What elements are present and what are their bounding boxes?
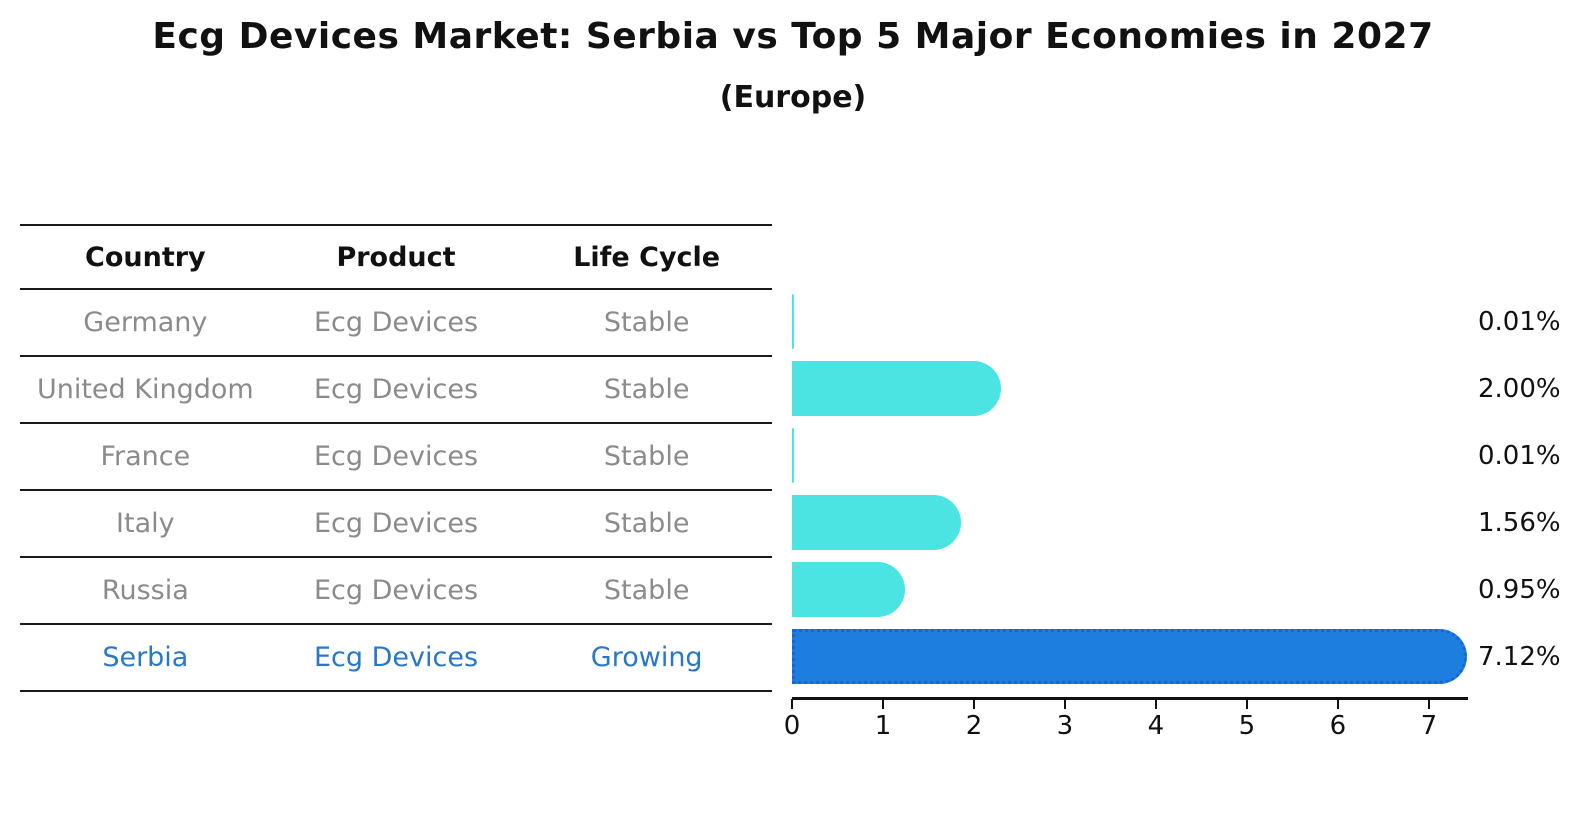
table-row: Germany Ecg Devices Stable [20,290,772,357]
x-axis: 0 1 2 3 4 5 6 7 [784,697,1470,742]
table-row: United Kingdom Ecg Devices Stable [20,357,772,424]
x-axis-tick-label: 7 [1420,711,1438,741]
value-label: 7.12% [1478,641,1561,672]
table-cell-country: Germany [83,307,208,338]
column-header-country: Country [85,241,206,273]
comparison-table: Country Product Life Cycle Germany Ecg De… [20,224,772,692]
bar-row: 0.01% [792,422,1586,489]
table-cell-product: Ecg Devices [313,575,479,606]
table-cell-life-cycle: Stable [603,374,690,405]
value-label: 0.01% [1478,306,1561,337]
table-cell-country: United Kingdom [36,374,254,405]
table-cell-life-cycle: Stable [603,508,690,539]
bar-france [792,428,794,483]
x-axis-tick-label: 1 [874,711,892,741]
bar-united-kingdom [792,361,1001,416]
table-row: Russia Ecg Devices Stable [20,558,772,625]
bar-row: 0.95% [792,556,1586,623]
x-axis-line [792,697,1468,700]
x-axis-tick-mark [1245,699,1248,709]
chart-subtitle: (Europe) [719,80,867,115]
column-header-lifecycle: Life Cycle [573,241,721,273]
table-cell-life-cycle: Growing [590,642,703,673]
table-cell-product: Ecg Devices [313,307,479,338]
bar-serbia [792,629,1467,684]
x-axis-tick-label: 0 [783,711,801,741]
table-cell-product: Ecg Devices [313,642,479,673]
x-axis-tick-mark [882,699,884,709]
bar-row: 1.56% [792,489,1586,556]
table-row: Serbia Ecg Devices Growing [20,625,772,692]
x-axis-tick-mark [791,699,793,709]
bar-row: 7.12% [792,623,1586,690]
table-cell-life-cycle: Stable [603,441,690,472]
table-cell-life-cycle: Stable [603,307,690,338]
value-label: 0.95% [1478,574,1561,605]
x-axis-tick-label: 3 [1056,711,1074,741]
table-cell-product: Ecg Devices [313,508,479,539]
x-axis-tick-mark [973,699,975,709]
value-label: 0.01% [1478,440,1561,471]
value-label: 1.56% [1478,507,1561,538]
bar-germany [792,294,794,349]
x-axis-tick-label: 6 [1329,711,1347,741]
table-body: Germany Ecg Devices Stable United Kingdom Ec… [20,290,772,692]
table-cell-life-cycle: Stable [603,575,690,606]
bar-row: 2.00% [792,355,1586,422]
table-cell-product: Ecg Devices [313,441,479,472]
x-axis-tick-mark [1427,699,1430,709]
table-cell-country: France [100,441,191,472]
x-axis-tick-label: 5 [1238,711,1256,741]
table-row: France Ecg Devices Stable [20,424,772,491]
x-axis-tick-label: 4 [1147,711,1165,741]
bar-row: 0.01% [792,288,1586,355]
x-axis-tick-label: 2 [965,711,983,741]
bar-russia [792,562,906,617]
table-cell-country: Serbia [102,642,189,673]
table-cell-country: Italy [116,508,175,539]
value-label: 2.00% [1478,373,1561,404]
bar-italy [792,495,961,550]
x-axis-tick-mark [1063,699,1066,709]
table-cell-country: Russia [101,575,189,606]
table-cell-product: Ecg Devices [313,374,479,405]
bar-chart-plot-area: 0.01% 2.00% 0.01% 1.56% 0.95% 7.12% [792,288,1586,690]
column-header-product: Product [336,241,456,273]
table-row: Italy Ecg Devices Stable [20,491,772,558]
x-axis-tick-mark [1154,699,1157,709]
table-header-row: Country Product Life Cycle [20,226,772,290]
chart-title: Ecg Devices Market: Serbia vs Top 5 Majo… [152,16,1434,57]
x-axis-tick-mark [1336,699,1339,709]
